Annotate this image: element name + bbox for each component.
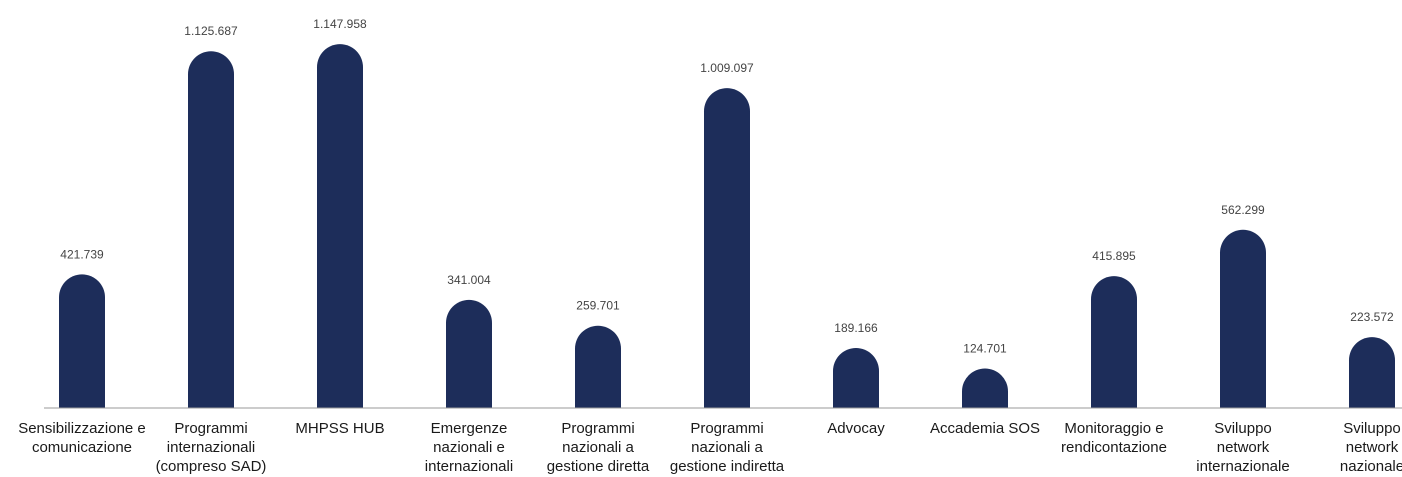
value-label-10: 223.572 bbox=[1350, 310, 1394, 324]
bar-5 bbox=[704, 88, 750, 408]
category-label-3: Emergenze nazionali e internazionali bbox=[425, 420, 513, 475]
value-labels-group: 421.739 1.125.687 1.147.958 341.004 259.701 1… bbox=[60, 17, 1394, 355]
value-label-0: 421.739 bbox=[60, 247, 104, 261]
category-label-line: rendicontazione bbox=[1061, 439, 1167, 456]
bar-8 bbox=[1091, 276, 1137, 408]
category-label-line: internazionale bbox=[1196, 458, 1289, 475]
category-label-8: Monitoraggio e rendicontazione bbox=[1061, 420, 1167, 456]
bar-4 bbox=[575, 325, 621, 408]
category-label-line: gestione indiretta bbox=[670, 458, 785, 475]
category-label-line: nazionali e bbox=[433, 439, 505, 456]
category-label-line: nazionali a bbox=[562, 439, 634, 456]
category-label-line: internazionali bbox=[425, 458, 513, 475]
value-label-2: 1.147.958 bbox=[313, 17, 367, 31]
value-label-4: 259.701 bbox=[576, 299, 620, 313]
category-label-line: internazionali bbox=[167, 439, 255, 456]
category-label-line: Programmi bbox=[174, 420, 247, 437]
category-label-line: Sviluppo bbox=[1214, 420, 1272, 437]
category-label-6: Advocay bbox=[827, 420, 885, 437]
category-label-line: network bbox=[1346, 439, 1399, 456]
category-label-2: MHPSS HUB bbox=[295, 420, 384, 437]
value-label-3: 341.004 bbox=[447, 273, 491, 287]
category-label-line: Sensibilizzazione e bbox=[18, 420, 146, 437]
bar-6 bbox=[833, 348, 879, 408]
bars-group bbox=[59, 44, 1395, 408]
bar-9 bbox=[1220, 229, 1266, 408]
bar-3 bbox=[446, 299, 492, 408]
value-label-6: 189.166 bbox=[834, 321, 878, 335]
bar-2 bbox=[317, 44, 363, 408]
category-label-7: Accademia SOS bbox=[930, 420, 1040, 437]
category-labels-group: Sensibilizzazione e comunicazione Programm… bbox=[18, 420, 1402, 475]
category-label-line: comunicazione bbox=[32, 439, 132, 456]
category-label-line: MHPSS HUB bbox=[295, 420, 384, 437]
bar-0 bbox=[59, 274, 105, 408]
value-label-5: 1.009.097 bbox=[700, 61, 754, 75]
category-label-line: nazionale bbox=[1340, 458, 1402, 475]
category-label-line: Programmi bbox=[561, 420, 634, 437]
value-label-8: 415.895 bbox=[1092, 249, 1136, 263]
category-label-line: Sviluppo bbox=[1343, 420, 1401, 437]
category-label-5: Programmi nazionali a gestione indiretta bbox=[670, 420, 785, 475]
category-label-4: Programmi nazionali a gestione diretta bbox=[547, 420, 650, 475]
category-label-line: Programmi bbox=[690, 420, 763, 437]
category-label-9: Sviluppo network internazionale bbox=[1196, 420, 1289, 475]
bar-1 bbox=[188, 51, 234, 408]
category-label-line: nazionali a bbox=[691, 439, 763, 456]
value-label-1: 1.125.687 bbox=[184, 24, 238, 38]
bar-7 bbox=[962, 368, 1008, 408]
category-label-line: network bbox=[1217, 439, 1270, 456]
category-label-0: Sensibilizzazione e comunicazione bbox=[18, 420, 146, 456]
bar-10 bbox=[1349, 337, 1395, 408]
category-label-1: Programmi internazionali (compreso SAD) bbox=[156, 420, 267, 475]
value-label-7: 124.701 bbox=[963, 341, 1007, 355]
category-label-line: Accademia SOS bbox=[930, 420, 1040, 437]
category-label-line: Monitoraggio e bbox=[1064, 420, 1163, 437]
value-label-9: 562.299 bbox=[1221, 203, 1265, 217]
category-label-10: Sviluppo network nazionale bbox=[1340, 420, 1402, 475]
category-label-line: Emergenze bbox=[431, 420, 508, 437]
category-label-line: (compreso SAD) bbox=[156, 458, 267, 475]
category-label-line: Advocay bbox=[827, 420, 885, 437]
category-label-line: gestione diretta bbox=[547, 458, 650, 475]
